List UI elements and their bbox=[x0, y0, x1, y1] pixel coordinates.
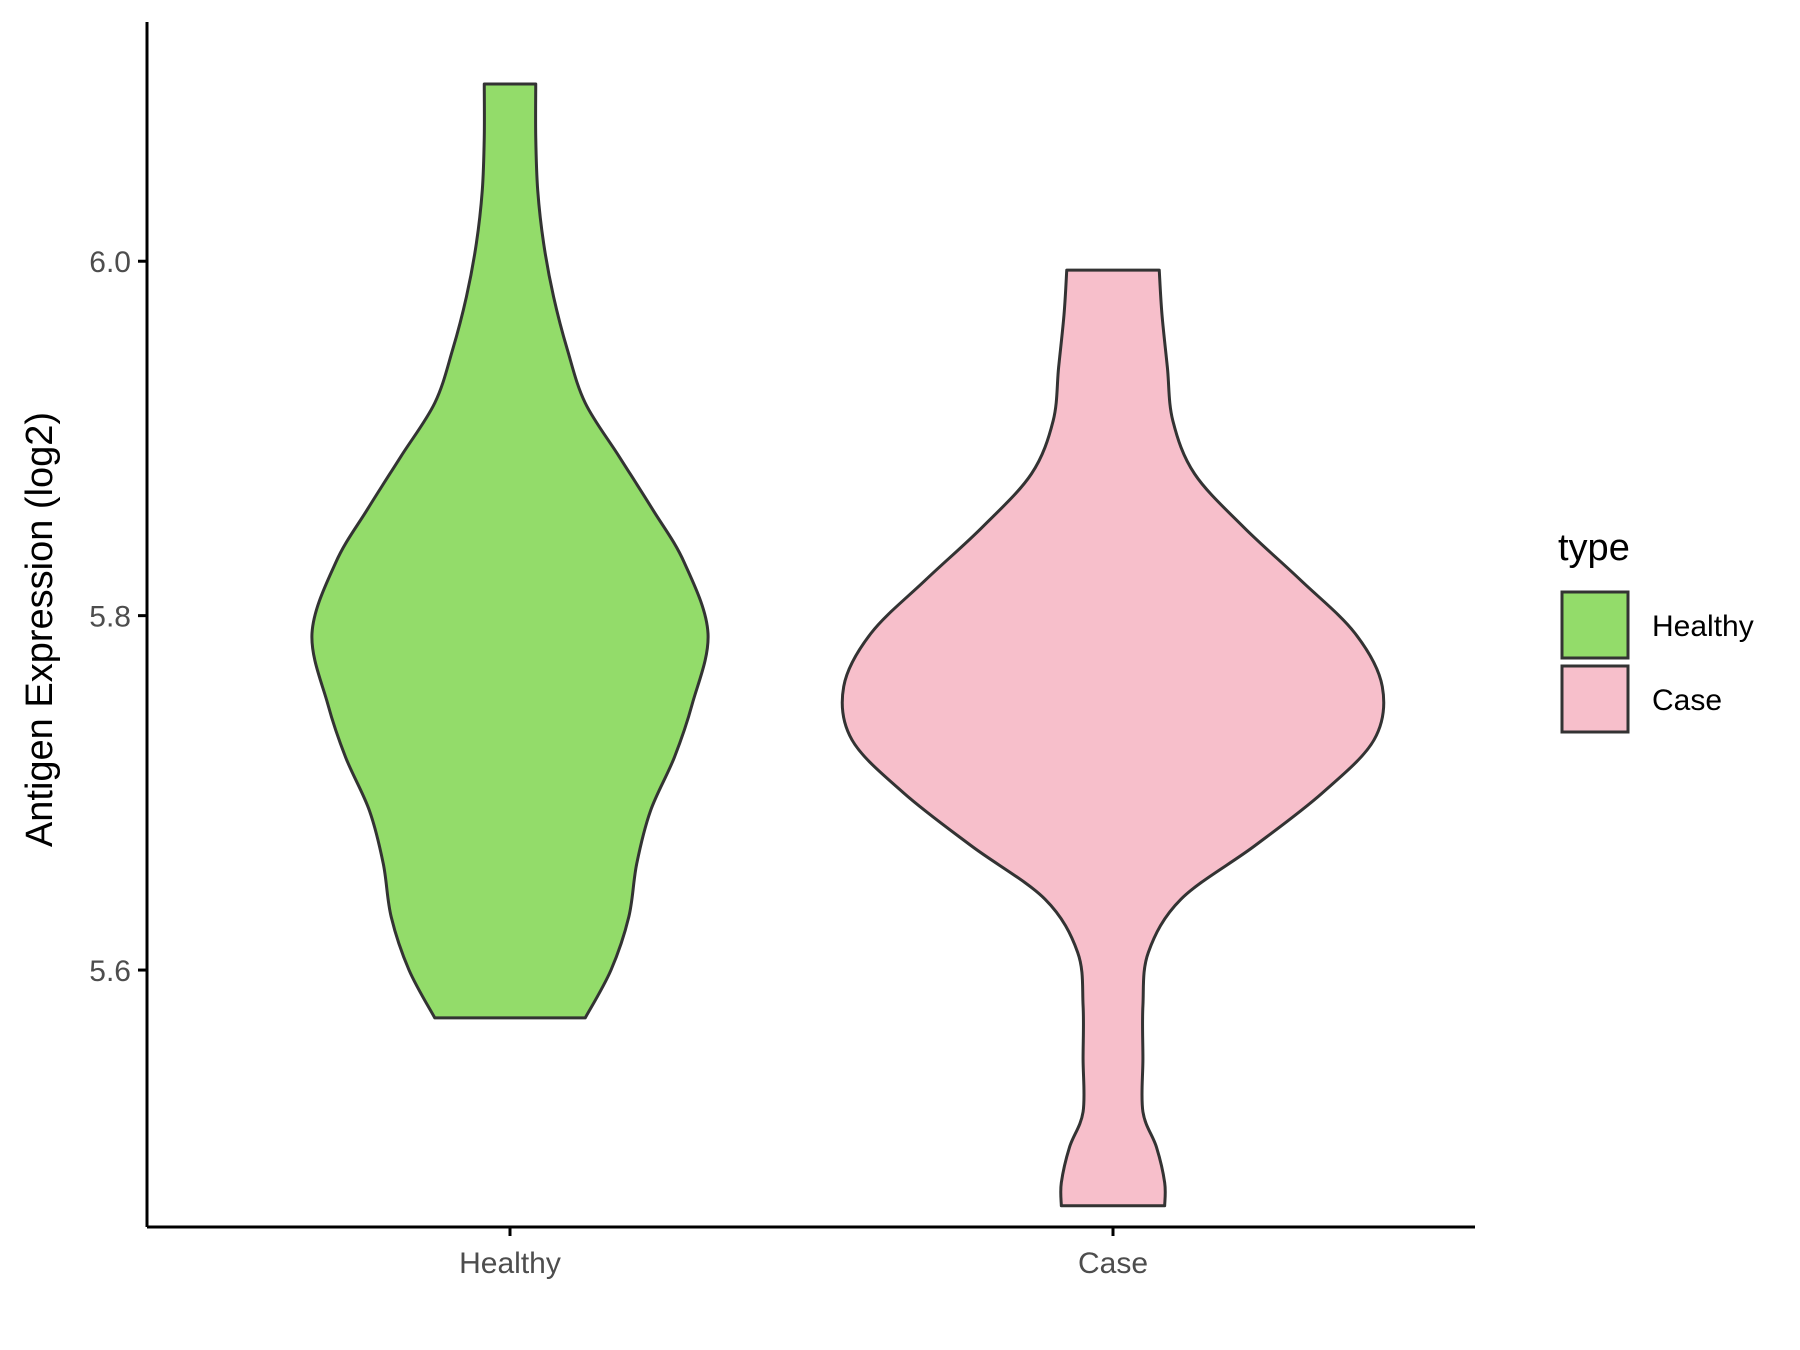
legend-key-healthy bbox=[1560, 590, 1630, 660]
violin-case bbox=[840, 268, 1386, 1208]
x-ticks: Healthy Case bbox=[459, 1227, 1148, 1280]
legend-label-case: Case bbox=[1652, 684, 1722, 717]
legend-key-case bbox=[1560, 664, 1630, 734]
legend-title: type bbox=[1558, 527, 1630, 569]
x-tick-label: Healthy bbox=[459, 1247, 561, 1280]
legend-label-healthy: Healthy bbox=[1652, 610, 1754, 643]
legend: type Healthy Case bbox=[1558, 527, 1754, 734]
y-tick-label: 5.6 bbox=[89, 955, 131, 988]
y-axis-title: Antigen Expression (log2) bbox=[19, 412, 61, 847]
x-tick-label: Case bbox=[1078, 1247, 1148, 1280]
y-tick-label: 5.8 bbox=[89, 601, 131, 634]
violin-layer bbox=[310, 82, 1386, 1208]
y-tick-label: 6.0 bbox=[89, 246, 131, 279]
violin-healthy bbox=[310, 82, 710, 1020]
axes-layer bbox=[145, 22, 1475, 1229]
y-ticks: 5.6 5.8 6.0 bbox=[89, 246, 147, 988]
